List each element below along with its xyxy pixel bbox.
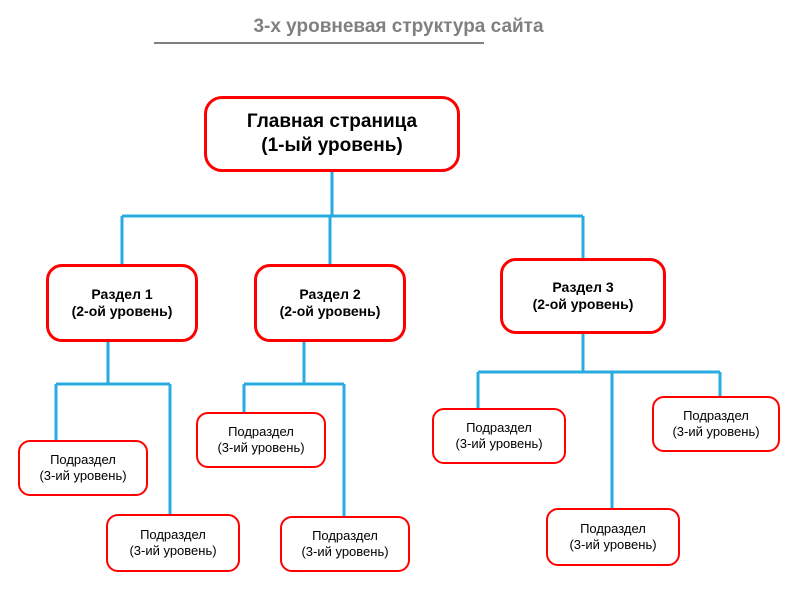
node-sub-3b: Подраздел (3-ий уровень) xyxy=(652,396,780,452)
node-section-1-line1: Раздел 1 xyxy=(72,286,173,304)
node-root-line2: (1-ый уровень) xyxy=(247,134,417,158)
node-section-3-line2: (2-ой уровень) xyxy=(533,296,634,314)
node-sub-2a-line1: Подраздел xyxy=(217,424,304,440)
node-sub-1a-line2: (3-ий уровень) xyxy=(39,468,126,484)
node-section-2-line1: Раздел 2 xyxy=(280,286,381,304)
node-sub-3c-line1: Подраздел xyxy=(569,521,656,537)
diagram-title-underline xyxy=(154,42,484,44)
node-sub-3b-line1: Подраздел xyxy=(672,408,759,424)
node-sub-3c: Подраздел (3-ий уровень) xyxy=(546,508,680,566)
node-root: Главная страница (1-ый уровень) xyxy=(204,96,460,172)
diagram-title: 3-х уровневая структура сайта xyxy=(0,16,797,38)
node-sub-2b-line2: (3-ий уровень) xyxy=(301,544,388,560)
node-section-1-line2: (2-ой уровень) xyxy=(72,303,173,321)
node-section-3-line1: Раздел 3 xyxy=(533,279,634,297)
node-sub-2b: Подраздел (3-ий уровень) xyxy=(280,516,410,572)
node-section-2-line2: (2-ой уровень) xyxy=(280,303,381,321)
node-section-3: Раздел 3 (2-ой уровень) xyxy=(500,258,666,334)
node-sub-2a-line2: (3-ий уровень) xyxy=(217,440,304,456)
node-root-line1: Главная страница xyxy=(247,110,417,134)
node-sub-2a: Подраздел (3-ий уровень) xyxy=(196,412,326,468)
node-sub-3a: Подраздел (3-ий уровень) xyxy=(432,408,566,464)
node-sub-3b-line2: (3-ий уровень) xyxy=(672,424,759,440)
node-sub-3a-line1: Подраздел xyxy=(455,420,542,436)
node-sub-1a: Подраздел (3-ий уровень) xyxy=(18,440,148,496)
node-sub-2b-line1: Подраздел xyxy=(301,528,388,544)
node-sub-3c-line2: (3-ий уровень) xyxy=(569,537,656,553)
node-section-1: Раздел 1 (2-ой уровень) xyxy=(46,264,198,342)
node-sub-1b: Подраздел (3-ий уровень) xyxy=(106,514,240,572)
node-section-2: Раздел 2 (2-ой уровень) xyxy=(254,264,406,342)
node-sub-1b-line1: Подраздел xyxy=(129,527,216,543)
node-sub-1a-line1: Подраздел xyxy=(39,452,126,468)
node-sub-3a-line2: (3-ий уровень) xyxy=(455,436,542,452)
node-sub-1b-line2: (3-ий уровень) xyxy=(129,543,216,559)
